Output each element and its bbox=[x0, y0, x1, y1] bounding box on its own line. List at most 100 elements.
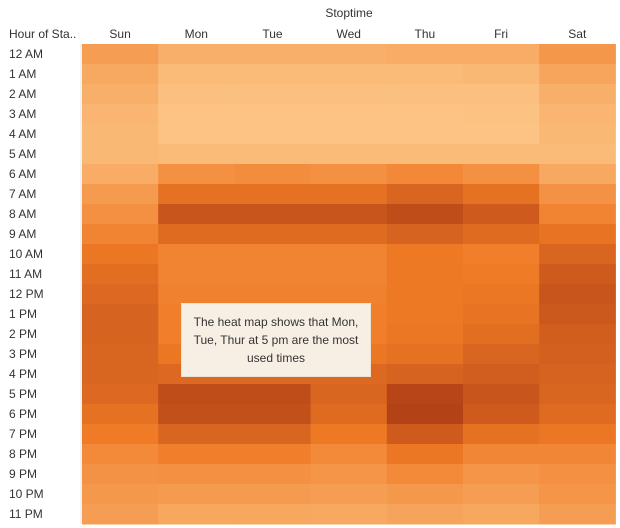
row-label: 6 PM bbox=[9, 407, 37, 421]
heatmap-cell bbox=[463, 164, 540, 185]
row-label: 9 AM bbox=[9, 227, 36, 241]
heatmap-cell bbox=[234, 84, 312, 105]
heatmap-cell bbox=[158, 184, 235, 205]
heatmap-cell bbox=[158, 84, 235, 105]
row-label: 4 PM bbox=[9, 367, 37, 381]
heatmap-cell bbox=[386, 244, 464, 265]
row-header-label: Hour of Sta.. bbox=[9, 27, 76, 41]
heatmap-cell bbox=[310, 144, 388, 165]
heatmap-cell bbox=[463, 244, 540, 265]
heatmap-cell bbox=[158, 44, 235, 65]
heatmap-cell bbox=[82, 204, 159, 225]
heatmap-cell bbox=[234, 64, 312, 85]
row-label: 2 AM bbox=[9, 87, 36, 101]
heatmap-cell bbox=[539, 224, 616, 245]
column-label-tue: Tue bbox=[262, 27, 283, 41]
heatmap-cell bbox=[310, 444, 388, 465]
heatmap-cell bbox=[82, 164, 159, 185]
heatmap-cell bbox=[310, 204, 388, 225]
heatmap-cell bbox=[310, 124, 388, 145]
heatmap-cell bbox=[82, 484, 159, 505]
heatmap-cell bbox=[463, 84, 540, 105]
row-label: 9 PM bbox=[9, 467, 37, 481]
heatmap-cell bbox=[386, 204, 464, 225]
heatmap-cell bbox=[82, 124, 159, 145]
heatmap-cell bbox=[82, 44, 159, 65]
heatmap-cell bbox=[234, 424, 312, 445]
heatmap-cell bbox=[463, 224, 540, 245]
heatmap-cell bbox=[539, 444, 616, 465]
heatmap-cell bbox=[539, 404, 616, 425]
heatmap-cell bbox=[310, 44, 388, 65]
heatmap-cell bbox=[463, 104, 540, 125]
row-label: 2 PM bbox=[9, 327, 37, 341]
heatmap-cell bbox=[539, 44, 616, 65]
heatmap-cell bbox=[82, 344, 159, 365]
annotation-text: The heat map shows that Mon, Tue, Thur a… bbox=[193, 315, 359, 365]
heatmap-cell bbox=[82, 464, 159, 485]
row-label: 11 PM bbox=[9, 507, 43, 521]
annotation-callout: The heat map shows that Mon, Tue, Thur a… bbox=[182, 304, 370, 376]
heatmap-cell bbox=[463, 44, 540, 65]
heatmap-cell bbox=[386, 464, 464, 485]
heatmap-cell bbox=[463, 204, 540, 225]
heatmap-cell bbox=[82, 64, 159, 85]
row-label: 5 PM bbox=[9, 387, 37, 401]
header-layer: Hour of Sta.. Sun Mon Tue Wed Thu Fri Sat bbox=[9, 27, 587, 41]
heatmap-cell bbox=[158, 484, 235, 505]
row-label: 11 AM bbox=[9, 267, 42, 281]
heatmap-cell bbox=[463, 384, 540, 405]
heatmap-cell bbox=[234, 384, 312, 405]
heatmap-cell bbox=[310, 224, 388, 245]
heatmap-cell bbox=[82, 144, 159, 165]
heatmap-cell bbox=[82, 224, 159, 245]
heatmap-cell bbox=[539, 344, 616, 365]
heatmap-cell bbox=[82, 504, 159, 525]
heatmap-cell bbox=[234, 504, 312, 525]
heatmap-cell bbox=[158, 204, 235, 225]
heatmap-cell bbox=[539, 164, 616, 185]
heatmap-cell bbox=[386, 364, 464, 385]
heatmap-cell bbox=[386, 84, 464, 105]
heatmap-cell bbox=[82, 384, 159, 405]
heatmap-cell bbox=[158, 404, 235, 425]
row-label: 12 PM bbox=[9, 287, 44, 301]
row-label: 7 PM bbox=[9, 427, 37, 441]
heatmap-cell bbox=[234, 224, 312, 245]
heatmap-cell bbox=[310, 284, 388, 305]
heatmap-cell bbox=[386, 384, 464, 405]
heatmap-cell bbox=[310, 64, 388, 85]
heatmap-cell bbox=[82, 424, 159, 445]
column-label-sat: Sat bbox=[568, 27, 587, 41]
heatmap-cell bbox=[310, 484, 388, 505]
row-label: 10 AM bbox=[9, 247, 43, 261]
row-label: 3 AM bbox=[9, 107, 36, 121]
heatmap-cell bbox=[463, 324, 540, 345]
heatmap-cell bbox=[82, 404, 159, 425]
heatmap-cell bbox=[463, 284, 540, 305]
heatmap-cell bbox=[234, 144, 312, 165]
heatmap-cell bbox=[386, 304, 464, 325]
heatmap-cell bbox=[310, 184, 388, 205]
heatmap-cell bbox=[386, 144, 464, 165]
row-label: 3 PM bbox=[9, 347, 37, 361]
heatmap-cell bbox=[539, 304, 616, 325]
heatmap-cell bbox=[539, 124, 616, 145]
heatmap-cell bbox=[539, 464, 616, 485]
heatmap-cell bbox=[234, 204, 312, 225]
row-label: 8 AM bbox=[9, 207, 36, 221]
heatmap-cell bbox=[539, 424, 616, 445]
heatmap-cell bbox=[539, 144, 616, 165]
column-label-fri: Fri bbox=[494, 27, 508, 41]
heatmap-cell bbox=[463, 64, 540, 85]
heatmap-cell bbox=[386, 484, 464, 505]
heatmap-cell bbox=[539, 184, 616, 205]
heatmap-cell bbox=[158, 384, 235, 405]
heatmap-cell bbox=[310, 504, 388, 525]
heatmap-cell bbox=[234, 104, 312, 125]
heatmap-cell bbox=[539, 264, 616, 285]
heatmap-cell bbox=[386, 224, 464, 245]
heatmap-cell bbox=[234, 184, 312, 205]
heatmap-cell bbox=[463, 464, 540, 485]
heatmap-cell bbox=[386, 44, 464, 65]
